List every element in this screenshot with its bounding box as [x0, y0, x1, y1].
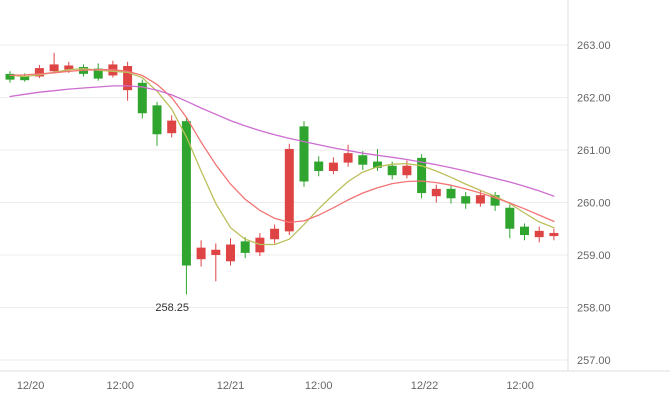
low-price-label: 258.25 — [155, 302, 190, 315]
x-axis-tick-label: 12:00 — [305, 380, 333, 392]
candle-body — [490, 195, 500, 206]
candle-body — [226, 244, 235, 262]
x-axis-tick-label: 12:00 — [506, 380, 534, 392]
candle-body — [431, 188, 441, 197]
ma-slow-line — [9, 85, 555, 197]
candle-body — [167, 120, 177, 134]
y-axis-tick-label: 261.00 — [577, 145, 611, 157]
y-axis-tick-label: 262.00 — [577, 93, 611, 105]
candle-body — [534, 230, 544, 238]
candle-body — [328, 162, 338, 171]
candle-body — [314, 161, 324, 171]
candle-body — [240, 241, 250, 253]
candle-body — [402, 165, 412, 176]
candle-body — [358, 155, 368, 165]
candle-body — [387, 165, 397, 176]
candle-body — [549, 232, 559, 237]
candle-body — [20, 76, 30, 81]
candle-body — [461, 196, 471, 204]
candle-body — [64, 65, 74, 70]
candle-body — [34, 68, 44, 77]
candle-body — [196, 247, 206, 260]
candle-body — [505, 207, 515, 229]
candle-body — [152, 105, 162, 135]
candle-body — [343, 153, 353, 163]
candle-body — [270, 228, 280, 240]
ma-medium-line — [9, 69, 555, 224]
candle-body — [49, 64, 59, 72]
candle-body — [181, 121, 191, 266]
y-axis-tick-label: 260.00 — [577, 198, 611, 210]
y-axis-tick-label: 258.00 — [577, 303, 611, 315]
y-axis-tick-label: 259.00 — [577, 250, 611, 262]
candle-body — [211, 249, 221, 255]
y-axis-tick-label: 263.00 — [577, 40, 611, 52]
candle-body — [5, 73, 15, 80]
x-axis-tick-label: 12/21 — [217, 380, 245, 392]
candle-body — [299, 126, 309, 182]
candle-body — [284, 148, 294, 232]
candle-body — [123, 66, 133, 91]
candle-body — [137, 82, 147, 114]
x-axis-tick-label: 12:00 — [106, 380, 134, 392]
candle-body — [520, 226, 529, 236]
y-axis-tick-label: 257.00 — [577, 355, 611, 367]
candle-body — [373, 161, 382, 168]
candle-body — [93, 68, 103, 79]
x-axis-tick-label: 12/20 — [17, 380, 45, 392]
candle-body — [417, 157, 427, 194]
ma-fast-line — [9, 67, 555, 246]
candle-body — [475, 195, 485, 204]
candle-body — [446, 188, 456, 199]
x-axis-tick-label: 12/22 — [411, 380, 439, 392]
